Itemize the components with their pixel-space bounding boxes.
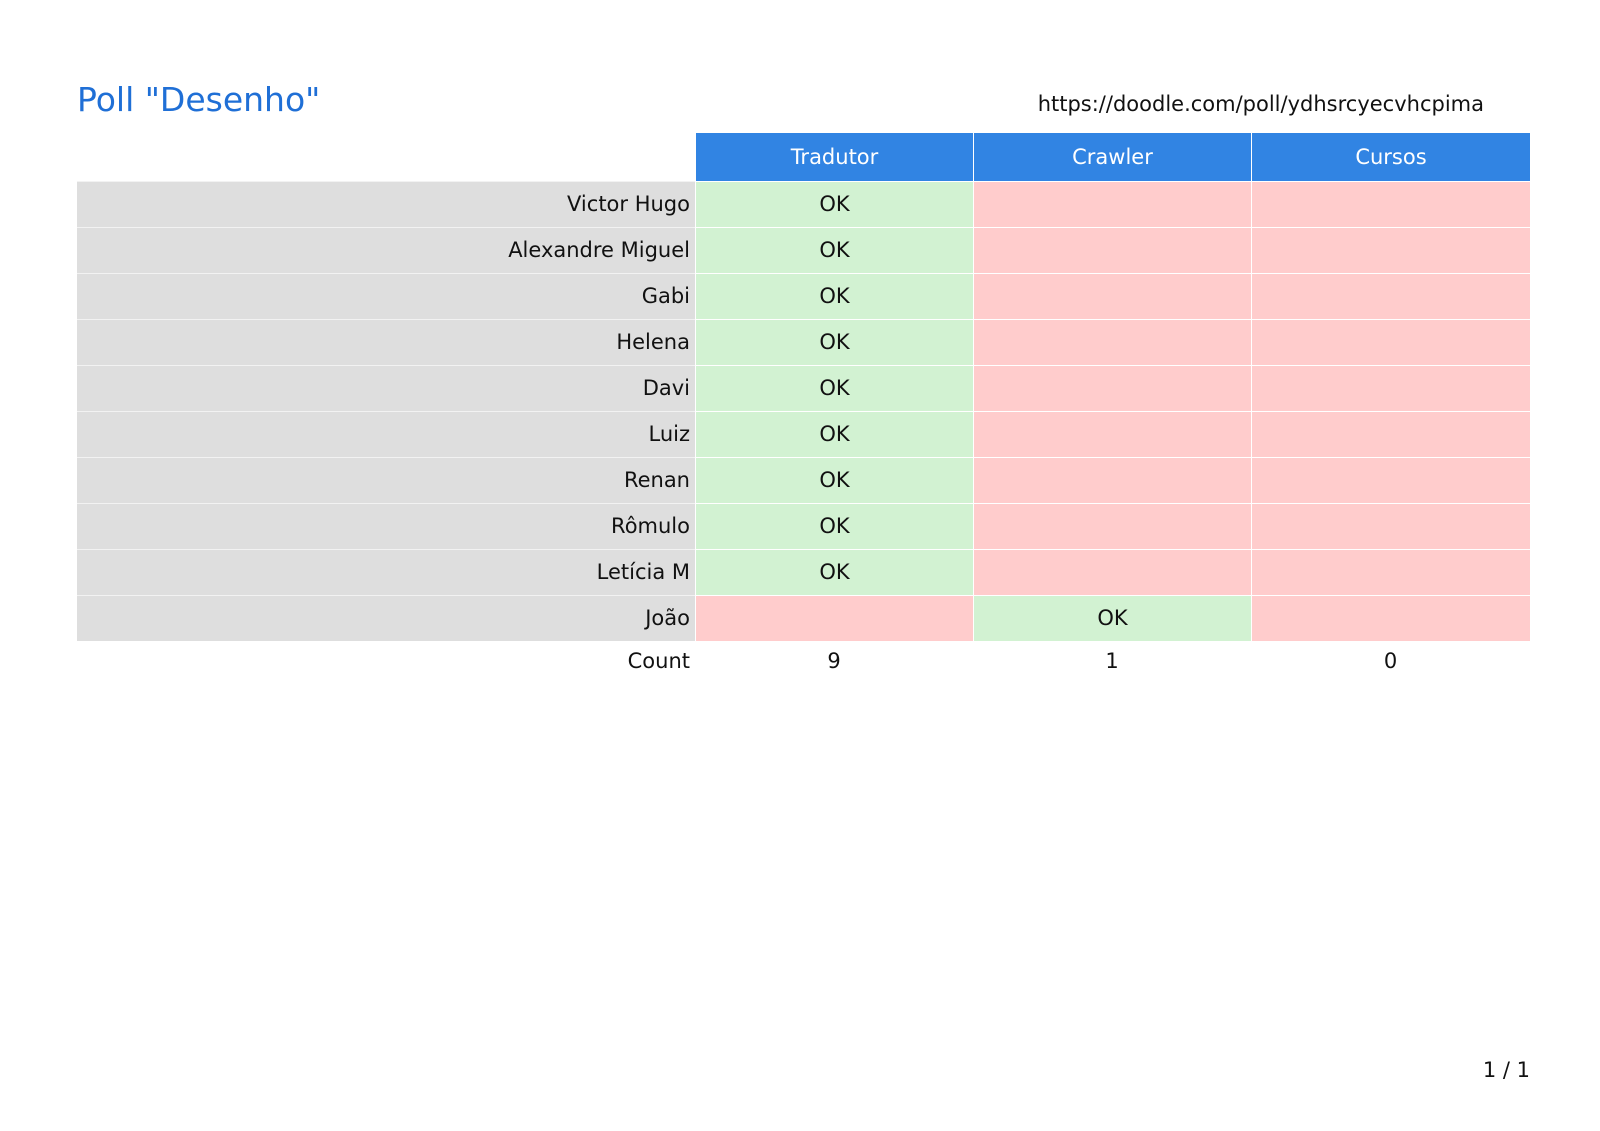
participant-name: Gabi [77, 273, 695, 319]
participant-name: Letícia M [77, 549, 695, 595]
vote-cell [695, 595, 973, 641]
vote-cell: OK [695, 457, 973, 503]
vote-cell [1251, 457, 1530, 503]
column-header-tradutor: Tradutor [695, 133, 973, 181]
vote-cell [973, 227, 1251, 273]
vote-cell: OK [695, 273, 973, 319]
participant-name: Davi [77, 365, 695, 411]
column-header-cursos: Cursos [1251, 133, 1530, 181]
vote-cell [973, 503, 1251, 549]
vote-cell [973, 549, 1251, 595]
vote-cell: OK [695, 319, 973, 365]
vote-cell [973, 411, 1251, 457]
participant-name: João [77, 595, 695, 641]
header-spacer [77, 133, 695, 179]
count-value-cursos: 0 [1383, 648, 1398, 673]
vote-cell [1251, 319, 1530, 365]
count-value-crawler: 1 [1105, 648, 1119, 673]
count-label: Count [627, 648, 690, 673]
vote-cell [973, 365, 1251, 411]
poll-table: Tradutor Crawler Cursos Victor Hugo OK A… [77, 133, 1530, 681]
vote-cell: OK [973, 595, 1251, 641]
vote-cell: OK [695, 365, 973, 411]
column-header-crawler: Crawler [973, 133, 1251, 181]
poll-title: Poll "Desenho" [77, 80, 321, 119]
vote-cell [1251, 503, 1530, 549]
vote-cell [1251, 273, 1530, 319]
vote-cell [1251, 365, 1530, 411]
vote-cell: OK [695, 181, 973, 227]
page-number: 1 / 1 [1482, 1058, 1530, 1082]
vote-cell [1251, 227, 1530, 273]
vote-cell [1251, 595, 1530, 641]
participant-name: Helena [77, 319, 695, 365]
vote-cell [1251, 181, 1530, 227]
vote-cell: OK [695, 503, 973, 549]
vote-cell [973, 273, 1251, 319]
count-value-tradutor: 9 [827, 648, 841, 673]
vote-cell: OK [695, 227, 973, 273]
participant-name: Renan [77, 457, 695, 503]
vote-cell [973, 457, 1251, 503]
participant-name: Victor Hugo [77, 181, 695, 227]
poll-url[interactable]: https://doodle.com/poll/ydhsrcyecvhcpima [1037, 92, 1484, 116]
vote-cell [1251, 411, 1530, 457]
participant-name: Rômulo [77, 503, 695, 549]
participant-name: Alexandre Miguel [77, 227, 695, 273]
vote-cell [973, 319, 1251, 365]
vote-cell [973, 181, 1251, 227]
participant-name: Luiz [77, 411, 695, 457]
vote-cell [1251, 549, 1530, 595]
vote-cell: OK [695, 411, 973, 457]
vote-cell: OK [695, 549, 973, 595]
